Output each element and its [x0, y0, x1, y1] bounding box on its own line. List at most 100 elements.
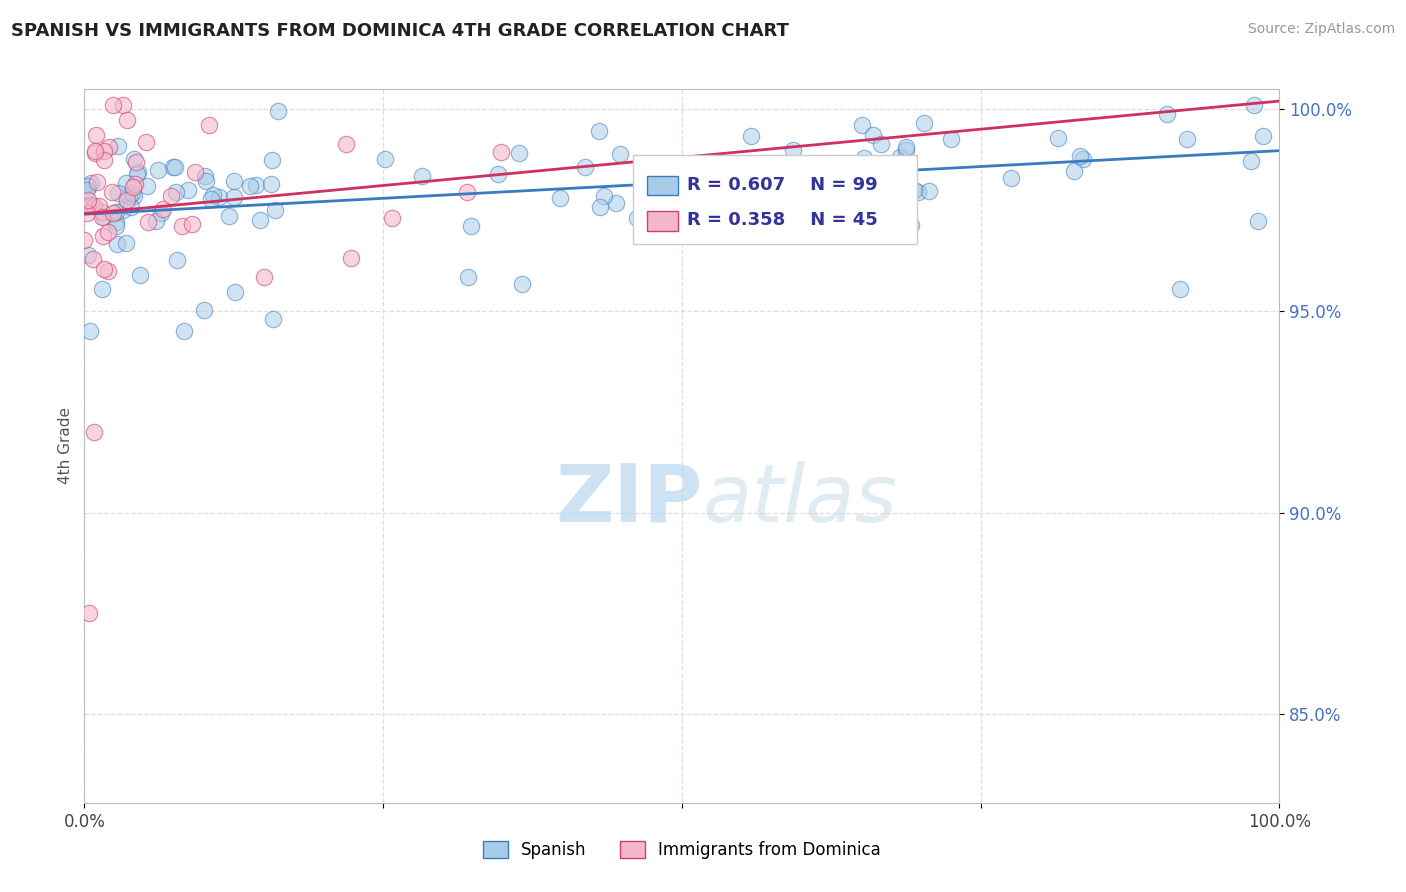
Point	[856, 157, 879, 171]
Point	[135, 135, 157, 149]
Point	[260, 153, 283, 168]
Point	[97, 225, 120, 239]
Point	[160, 189, 183, 203]
Point	[145, 214, 167, 228]
Point	[80, 198, 103, 212]
Point	[115, 112, 138, 127]
Point	[118, 189, 141, 203]
Point	[872, 167, 894, 181]
Point	[335, 137, 357, 152]
Point	[894, 140, 917, 154]
Point	[862, 128, 884, 143]
Point	[609, 146, 631, 161]
Point	[917, 184, 939, 198]
Point	[889, 150, 911, 164]
Point	[76, 205, 98, 219]
Point	[197, 119, 219, 133]
Point	[457, 270, 479, 285]
Point	[124, 177, 146, 191]
Point	[1156, 107, 1178, 121]
Point	[149, 206, 172, 220]
Point	[1063, 164, 1085, 178]
Text: SPANISH VS IMMIGRANTS FROM DOMINICA 4TH GRADE CORRELATION CHART: SPANISH VS IMMIGRANTS FROM DOMINICA 4TH …	[11, 22, 789, 40]
Point	[605, 195, 627, 210]
Point	[245, 178, 267, 193]
Point	[76, 183, 98, 197]
Point	[165, 185, 187, 199]
Point	[264, 202, 287, 217]
Point	[73, 233, 96, 247]
Point	[548, 191, 571, 205]
Text: R = 0.358    N = 45: R = 0.358 N = 45	[688, 211, 877, 229]
Point	[588, 124, 610, 138]
Point	[77, 193, 100, 207]
Point	[77, 178, 100, 193]
Point	[193, 302, 215, 317]
Point	[127, 167, 149, 181]
Point	[177, 183, 200, 197]
Point	[115, 177, 138, 191]
Point	[93, 144, 115, 158]
Point	[1071, 152, 1094, 166]
Text: R = 0.607    N = 99: R = 0.607 N = 99	[688, 176, 877, 194]
Point	[86, 128, 108, 142]
Point	[894, 143, 917, 157]
Point	[162, 160, 184, 174]
Point	[120, 200, 142, 214]
Point	[907, 185, 929, 199]
Point	[125, 154, 148, 169]
Point	[115, 235, 138, 250]
Point	[912, 116, 935, 130]
Point	[93, 262, 115, 277]
Point	[122, 189, 145, 203]
Point	[84, 144, 107, 158]
Point	[259, 177, 281, 191]
Point	[1046, 131, 1069, 145]
Y-axis label: 4th Grade: 4th Grade	[58, 408, 73, 484]
Point	[180, 217, 202, 231]
Point	[79, 324, 101, 338]
Point	[129, 268, 152, 282]
Legend: Spanish, Immigrants from Dominica: Spanish, Immigrants from Dominica	[477, 834, 887, 866]
Point	[112, 202, 135, 217]
Point	[105, 215, 128, 229]
Point	[82, 252, 104, 266]
Point	[374, 153, 396, 167]
Point	[200, 193, 222, 207]
Point	[86, 175, 108, 189]
Point	[903, 182, 925, 196]
Text: atlas: atlas	[703, 460, 898, 539]
Point	[1243, 98, 1265, 112]
Point	[340, 251, 363, 265]
Point	[107, 139, 129, 153]
Point	[456, 186, 478, 200]
Point	[107, 186, 129, 200]
Point	[851, 119, 873, 133]
Point	[1170, 282, 1192, 296]
Point	[208, 190, 231, 204]
Point	[1239, 153, 1261, 168]
Point	[165, 160, 187, 174]
Point	[152, 202, 174, 217]
Point	[574, 160, 596, 174]
Point	[202, 188, 225, 202]
Point	[1175, 131, 1198, 145]
Point	[122, 180, 145, 194]
Point	[91, 228, 114, 243]
Point	[239, 178, 262, 193]
Point	[87, 199, 110, 213]
Point	[263, 312, 285, 326]
Point	[121, 186, 143, 201]
Point	[218, 209, 240, 223]
Point	[224, 190, 246, 204]
Text: ZIP: ZIP	[555, 460, 703, 539]
Point	[117, 193, 139, 207]
Point	[486, 167, 509, 181]
Point	[101, 206, 124, 220]
Point	[93, 153, 115, 167]
Point	[869, 136, 891, 151]
Point	[740, 129, 762, 144]
Point	[381, 211, 404, 225]
Point	[1247, 213, 1270, 227]
Point	[80, 176, 103, 190]
